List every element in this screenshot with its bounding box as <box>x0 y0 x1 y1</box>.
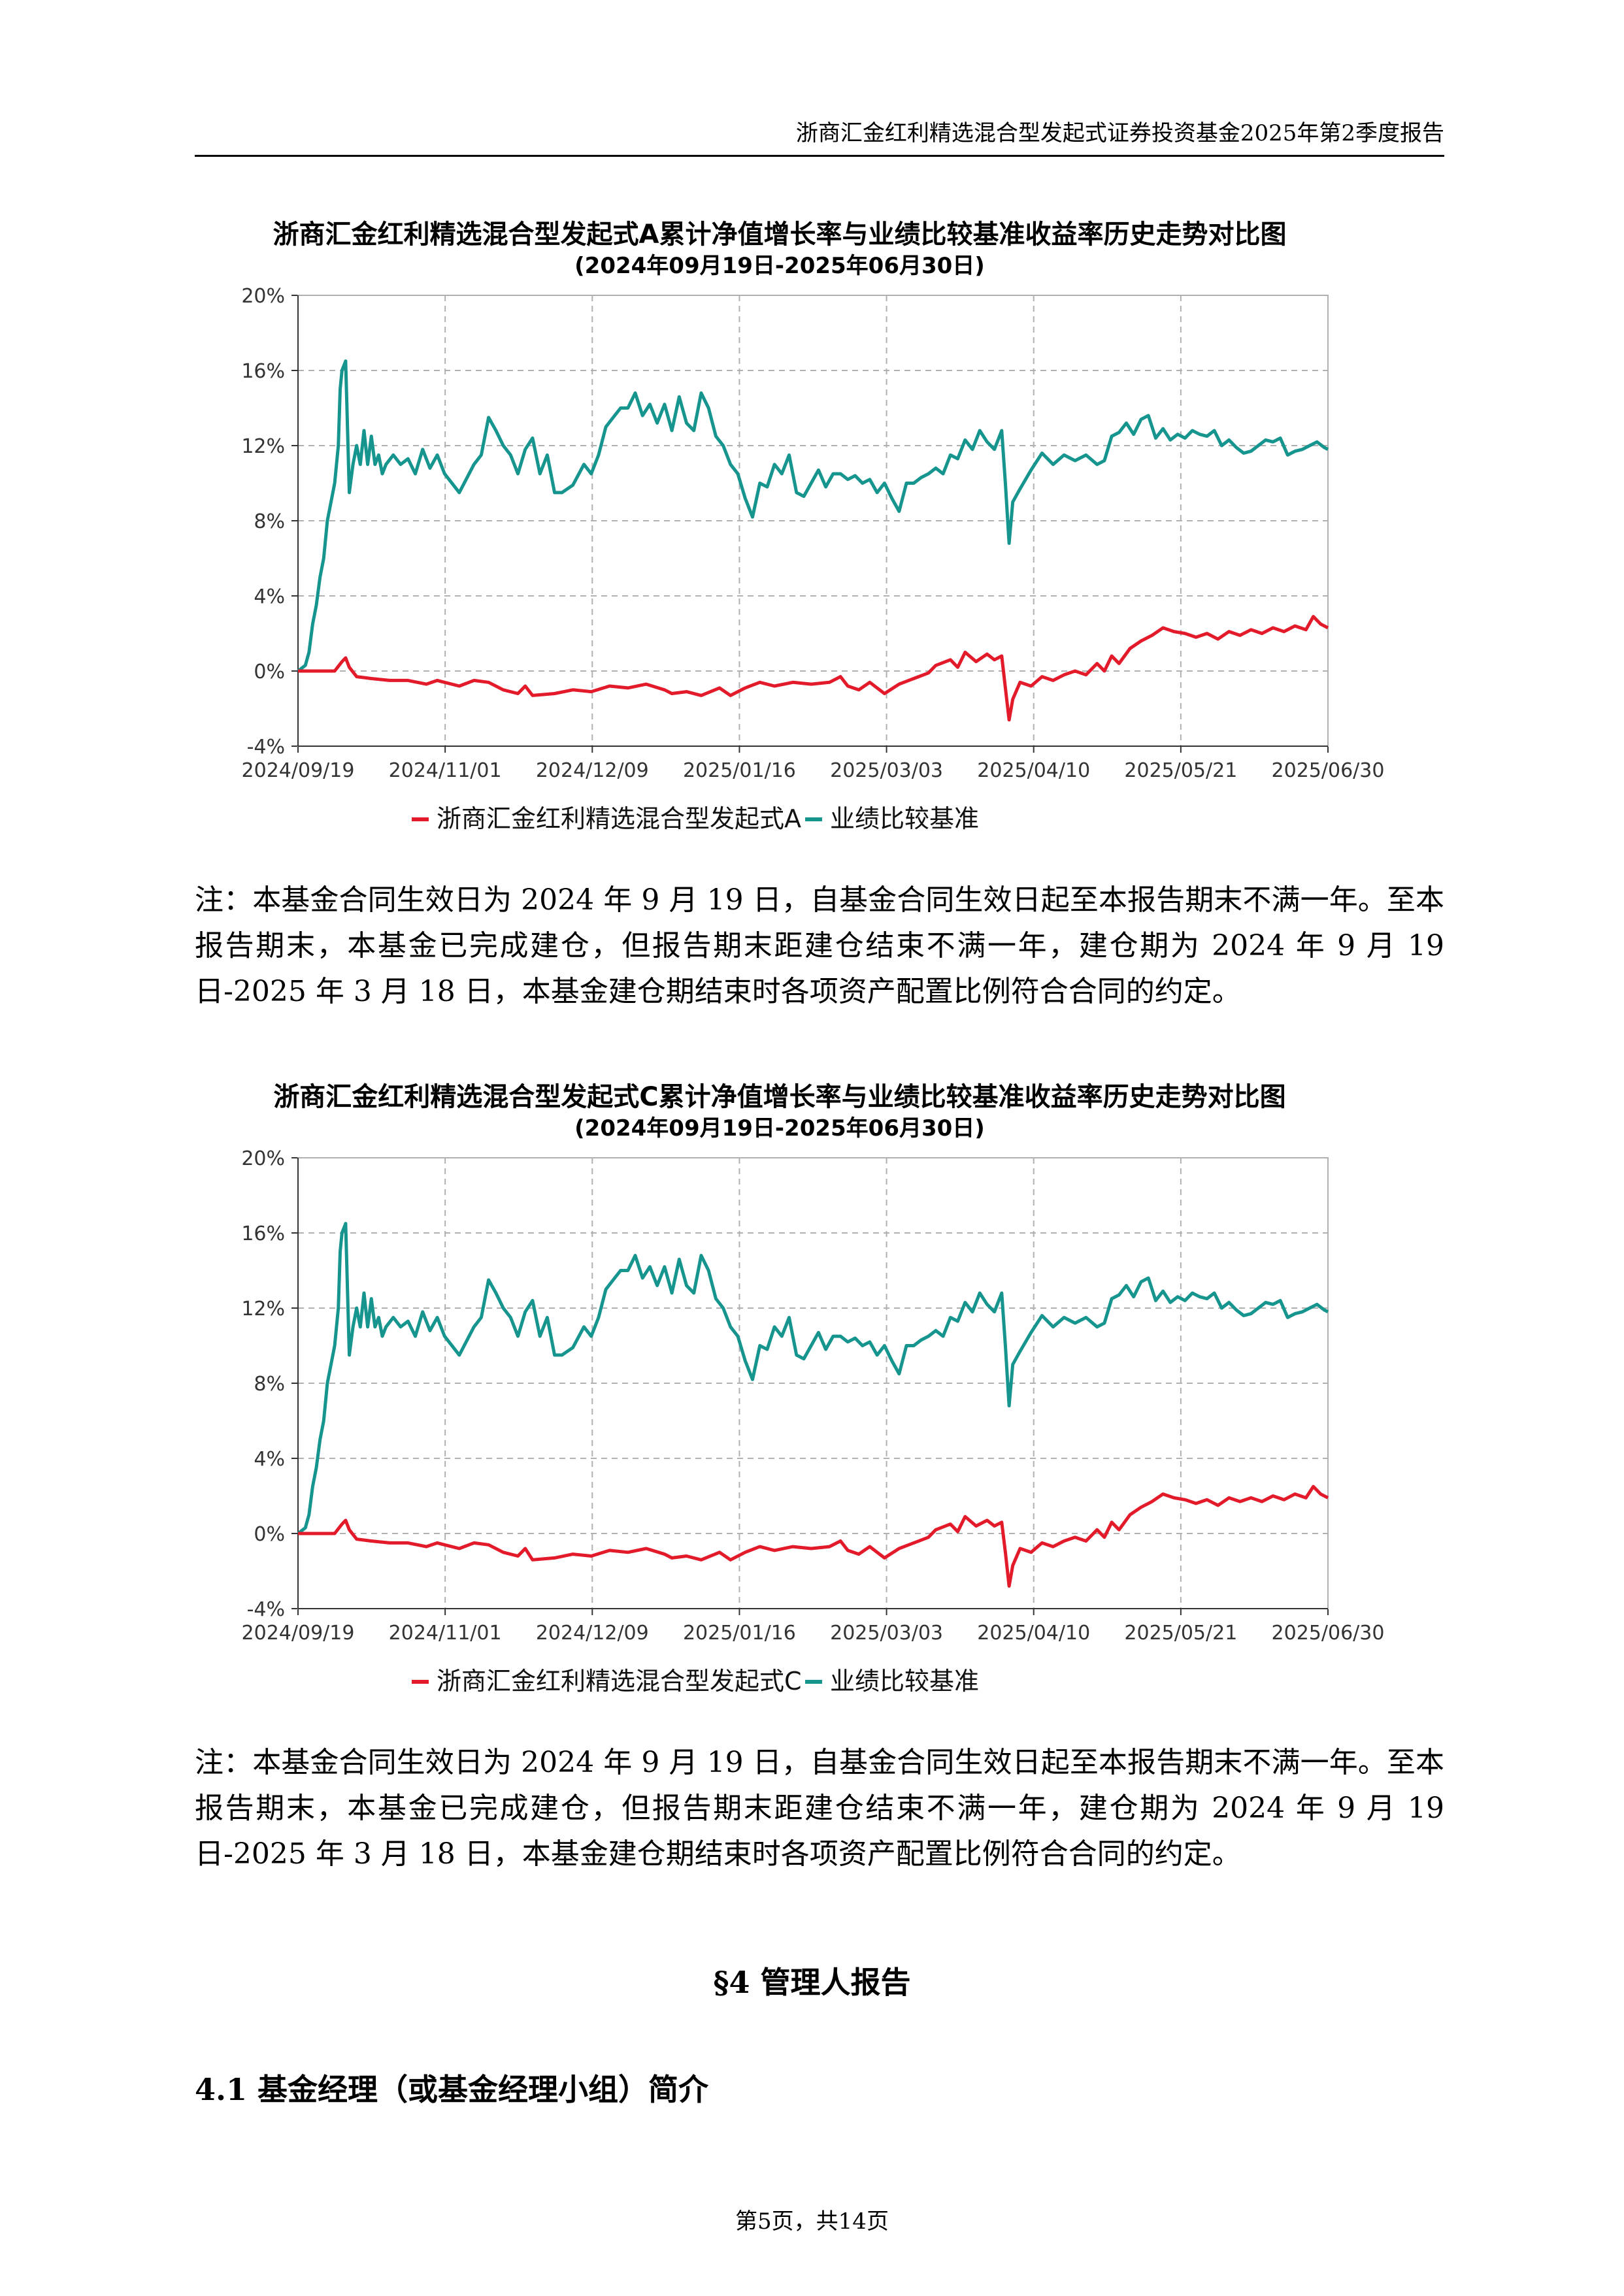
y-tick-label: 20% <box>241 285 285 308</box>
chart-subtitle: (2024年09月19日-2025年06月30日) <box>574 1115 985 1141</box>
fund-series-line <box>298 1484 1329 1588</box>
y-tick-label: 0% <box>254 661 285 683</box>
page-header: 浙商汇金红利精选混合型发起式证券投资基金2025年第2季度报告 <box>195 110 1444 157</box>
legend-fund-label: 浙商汇金红利精选混合型发起式A <box>437 804 801 833</box>
y-tick-label: 16% <box>241 1222 285 1245</box>
chart-title: 浙商汇金红利精选混合型发起式A累计净值增长率与业绩比较基准收益率历史走势对比图 <box>273 220 1287 250</box>
chart-a: 浙商汇金红利精选混合型发起式A累计净值增长率与业绩比较基准收益率历史走势对比图 (… <box>241 220 1385 833</box>
y-tick-label: 20% <box>241 1147 285 1170</box>
legend-benchmark-label: 业绩比较基准 <box>830 1667 979 1696</box>
x-tick-label: 2024/11/01 <box>389 759 502 782</box>
x-tick-label: 2025/05/21 <box>1124 1622 1237 1645</box>
note-a: 注：本基金合同生效日为 2024 年 9 月 19 日，自基金合同生效日起至本报… <box>195 883 1444 1008</box>
legend-fund-label: 浙商汇金红利精选混合型发起式C <box>437 1667 802 1696</box>
y-tick-label: 0% <box>254 1523 285 1546</box>
x-tick-label: 2025/04/10 <box>977 1622 1090 1645</box>
x-tick-label: 2024/11/01 <box>389 1622 502 1645</box>
x-tick-label: 2025/06/30 <box>1272 759 1385 782</box>
x-tick-label: 2025/04/10 <box>977 759 1090 782</box>
chart-subtitle: (2024年09月19日-2025年06月30日) <box>574 253 985 279</box>
note-c: 注：本基金合同生效日为 2024 年 9 月 19 日，自基金合同生效日起至本报… <box>195 1746 1444 1871</box>
x-tick-label: 2024/12/09 <box>536 1622 649 1645</box>
x-tick-label: 2025/03/03 <box>830 759 943 782</box>
section-title: §4 管理人报告 <box>713 1965 911 2000</box>
subsection-title: 4.1 基金经理（或基金经理小组）简介 <box>195 2072 709 2107</box>
y-tick-label: 4% <box>254 585 285 608</box>
x-tick-label: 2025/03/03 <box>830 1622 943 1645</box>
y-tick-label: -4% <box>247 1598 285 1621</box>
chart-c: 浙商汇金红利精选混合型发起式C累计净值增长率与业绩比较基准收益率历史走势对比图 (… <box>241 1082 1385 1696</box>
benchmark-series-line <box>297 1222 1329 1535</box>
y-tick-label: 12% <box>241 1298 285 1320</box>
fund-series-line <box>298 615 1329 722</box>
x-tick-label: 2024/12/09 <box>536 759 649 782</box>
x-tick-label: 2025/01/16 <box>683 759 796 782</box>
y-tick-label: -4% <box>247 736 285 759</box>
report-title: 浙商汇金红利精选混合型发起式证券投资基金2025年第2季度报告 <box>795 120 1444 146</box>
legend-benchmark-label: 业绩比较基准 <box>830 804 979 833</box>
x-tick-label: 2024/09/19 <box>242 759 355 782</box>
x-tick-label: 2025/05/21 <box>1124 759 1237 782</box>
y-tick-label: 8% <box>254 1373 285 1396</box>
y-tick-label: 16% <box>241 360 285 383</box>
x-tick-label: 2025/01/16 <box>683 1622 796 1645</box>
x-tick-label: 2025/06/30 <box>1272 1622 1385 1645</box>
y-tick-label: 4% <box>254 1448 285 1471</box>
chart-title: 浙商汇金红利精选混合型发起式C累计净值增长率与业绩比较基准收益率历史走势对比图 <box>273 1082 1285 1112</box>
x-tick-label: 2024/09/19 <box>242 1622 355 1645</box>
y-tick-label: 12% <box>241 435 285 458</box>
page-footer: 第5页，共14页 <box>735 2208 889 2235</box>
y-tick-label: 8% <box>254 510 285 533</box>
benchmark-series-line <box>297 359 1329 672</box>
